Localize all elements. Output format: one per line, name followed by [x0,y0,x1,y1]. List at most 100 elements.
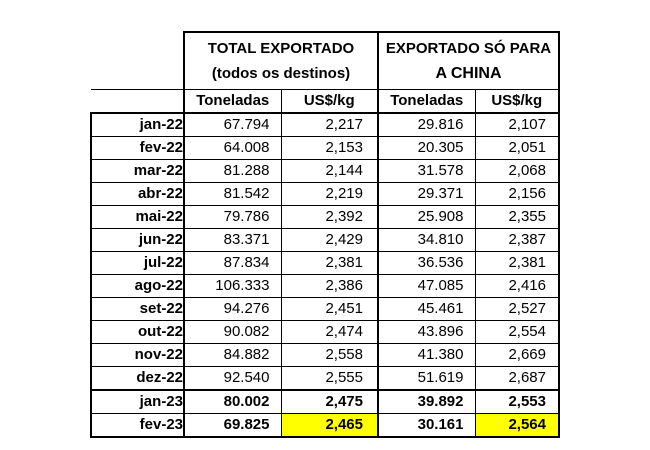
china-usd-kg-cell: 2,687 [474,366,560,391]
total-toneladas-cell: 79.786 [183,205,282,229]
column-header-china-usd-kg: US$/kg [474,89,560,114]
table-row: mai-22 79.786 2,392 25.908 2,355 [90,205,560,229]
total-toneladas-cell: 81.542 [183,182,282,206]
column-header-total-toneladas: Toneladas [183,89,282,114]
column-header-total-usd-kg: US$/kg [280,89,379,114]
export-table: TOTAL EXPORTADO (todos os destinos) EXPO… [90,31,560,438]
month-cell: jul-22 [90,251,185,275]
month-cell: jan-22 [90,112,185,137]
total-toneladas-cell: 80.002 [183,389,282,414]
total-toneladas-cell: 84.882 [183,343,282,367]
china-usd-kg-cell: 2,107 [474,112,560,137]
month-cell: mai-22 [90,205,185,229]
china-usd-kg-cell: 2,416 [474,274,560,298]
column-header-row: Toneladas US$/kg Toneladas US$/kg [91,89,560,114]
china-exported-title: EXPORTADO SÓ PARA [385,40,552,57]
month-cell: jun-22 [90,228,185,252]
china-usd-kg-cell: 2,387 [474,228,560,252]
china-toneladas-cell: 45.461 [377,297,476,321]
table-row: ago-22 106.333 2,386 47.085 2,416 [90,274,560,298]
china-exported-subtitle: A CHINA [435,65,502,82]
blank-corner-cell [91,32,185,90]
total-usd-kg-cell: 2,555 [280,366,379,391]
china-exported-header: EXPORTADO SÓ PARA A CHINA [377,31,560,90]
month-cell: fev-22 [90,136,185,160]
table-row: mar-22 81.288 2,144 31.578 2,068 [90,159,560,183]
china-toneladas-cell: 29.371 [377,182,476,206]
total-usd-kg-cell: 2,392 [280,205,379,229]
table-row: jun-22 83.371 2,429 34.810 2,387 [90,228,560,252]
table-row: abr-22 81.542 2,219 29.371 2,156 [90,182,560,206]
month-cell: nov-22 [90,343,185,367]
table-row: dez-22 92.540 2,555 51.619 2,687 [90,366,560,391]
total-toneladas-cell: 92.540 [183,366,282,391]
blank-corner-cell-2 [91,89,185,114]
total-exported-title: TOTAL EXPORTADO [207,40,355,57]
total-usd-kg-cell: 2,219 [280,182,379,206]
total-usd-kg-cell: 2,217 [280,112,379,137]
total-toneladas-cell: 83.371 [183,228,282,252]
china-toneladas-cell: 30.161 [377,413,476,438]
china-toneladas-cell: 51.619 [377,366,476,391]
month-cell: fev-23 [90,413,185,438]
china-toneladas-cell: 25.908 [377,205,476,229]
total-usd-kg-cell: 2,381 [280,251,379,275]
table-row: nov-22 84.882 2,558 41.380 2,669 [90,343,560,367]
total-usd-kg-cell: 2,474 [280,320,379,344]
month-cell: dez-22 [90,366,185,391]
china-usd-kg-cell-highlighted: 2,564 [474,413,560,438]
total-toneladas-cell: 106.333 [183,274,282,298]
total-toneladas-cell: 64.008 [183,136,282,160]
total-usd-kg-cell: 2,386 [280,274,379,298]
total-toneladas-cell: 67.794 [183,112,282,137]
month-cell: abr-22 [90,182,185,206]
china-usd-kg-cell: 2,381 [474,251,560,275]
table-row: jan-22 67.794 2,217 29.816 2,107 [90,112,560,137]
total-usd-kg-cell: 2,429 [280,228,379,252]
china-usd-kg-cell: 2,527 [474,297,560,321]
total-toneladas-cell: 90.082 [183,320,282,344]
table-row: fev-23 69.825 2,465 30.161 2,564 [90,413,560,438]
china-usd-kg-cell: 2,355 [474,205,560,229]
group-header-row: TOTAL EXPORTADO (todos os destinos) EXPO… [91,31,560,90]
china-usd-kg-cell: 2,156 [474,182,560,206]
total-usd-kg-cell: 2,153 [280,136,379,160]
china-toneladas-cell: 34.810 [377,228,476,252]
table-row: out-22 90.082 2,474 43.896 2,554 [90,320,560,344]
month-cell: out-22 [90,320,185,344]
china-usd-kg-cell: 2,669 [474,343,560,367]
total-usd-kg-cell-highlighted: 2,465 [280,413,379,438]
table-row: jan-23 80.002 2,475 39.892 2,553 [90,389,560,414]
table-body: TOTAL EXPORTADO (todos os destinos) EXPO… [90,31,560,438]
china-toneladas-cell: 41.380 [377,343,476,367]
china-toneladas-cell: 20.305 [377,136,476,160]
china-usd-kg-cell: 2,553 [474,389,560,414]
total-toneladas-cell: 87.834 [183,251,282,275]
month-cell: mar-22 [90,159,185,183]
column-header-china-toneladas: Toneladas [377,89,476,114]
total-toneladas-cell: 69.825 [183,413,282,438]
month-cell: jan-23 [90,389,185,414]
total-usd-kg-cell: 2,144 [280,159,379,183]
china-toneladas-cell: 47.085 [377,274,476,298]
total-toneladas-cell: 94.276 [183,297,282,321]
china-toneladas-cell: 29.816 [377,112,476,137]
china-toneladas-cell: 39.892 [377,389,476,414]
china-toneladas-cell: 43.896 [377,320,476,344]
table-row: fev-22 64.008 2,153 20.305 2,051 [90,136,560,160]
total-usd-kg-cell: 2,558 [280,343,379,367]
total-usd-kg-cell: 2,475 [280,389,379,414]
table-row: jul-22 87.834 2,381 36.536 2,381 [90,251,560,275]
total-toneladas-cell: 81.288 [183,159,282,183]
china-usd-kg-cell: 2,051 [474,136,560,160]
month-cell: set-22 [90,297,185,321]
china-toneladas-cell: 31.578 [377,159,476,183]
total-usd-kg-cell: 2,451 [280,297,379,321]
china-toneladas-cell: 36.536 [377,251,476,275]
total-exported-header: TOTAL EXPORTADO (todos os destinos) [183,31,379,90]
china-usd-kg-cell: 2,554 [474,320,560,344]
month-cell: ago-22 [90,274,185,298]
china-usd-kg-cell: 2,068 [474,159,560,183]
table-row: set-22 94.276 2,451 45.461 2,527 [90,297,560,321]
total-exported-subtitle: (todos os destinos) [211,65,351,82]
